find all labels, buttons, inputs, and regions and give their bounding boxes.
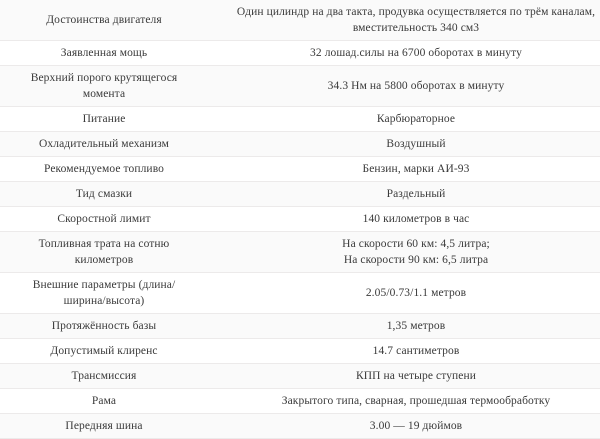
table-row: Внешние параметры (длина/ширина/высота) 2…: [0, 272, 600, 314]
spec-value-line: 140 километров в час: [362, 213, 470, 225]
table-row: Протяжённость базы 1,35 метров: [0, 313, 600, 339]
spec-label-line: ширина/высота): [63, 295, 145, 307]
table-row: Трансмиссия КПП на четыре ступени: [0, 363, 600, 389]
table-row: Охладительный механизм Воздушный: [0, 131, 600, 157]
spec-label-line: момента: [82, 88, 126, 100]
spec-value-cell: 140 километров в час: [208, 207, 600, 232]
spec-value-cell: Закрытого типа, сварная, прошедшая термо…: [208, 389, 600, 414]
spec-value-cell: КПП на четыре ступени: [208, 364, 600, 389]
spec-label-line: Питание: [82, 113, 126, 125]
spec-label-cell: Тид смазки: [0, 182, 208, 207]
spec-label-line: Топливная трата на сотню: [38, 238, 170, 250]
spec-value-cell: Воздушный: [208, 132, 600, 157]
spec-value-line: 3.00 — 19 дюймов: [369, 420, 463, 432]
spec-label-line: Верхний порого крутящегося: [30, 72, 178, 84]
spec-value-cell: 1,35 метров: [208, 314, 600, 339]
spec-value-line: 1,35 метров: [386, 320, 446, 332]
spec-value-cell: Карбюраторное: [208, 107, 600, 132]
spec-label-line: Допустимый клиренс: [50, 345, 158, 357]
spec-value-cell: Один цилиндр на два такта, продувка осущ…: [208, 0, 600, 41]
spec-value-cell: Раздельный: [208, 182, 600, 207]
spec-label-cell: Трансмиссия: [0, 364, 208, 389]
spec-value-line: Раздельный: [386, 188, 446, 200]
spec-value-cell: 14.7 сантиметров: [208, 339, 600, 364]
spec-label-line: Протяжённость базы: [51, 320, 157, 332]
spec-label-cell: Протяжённость базы: [0, 314, 208, 339]
spec-value-cell: Бензин, марки АИ-93: [208, 157, 600, 182]
spec-value-cell: 34.3 Нм на 5800 оборотах в минуту: [208, 66, 600, 107]
spec-value-cell: 3.00 — 19 дюймов: [208, 414, 600, 439]
spec-label-cell: Охладительный механизм: [0, 132, 208, 157]
spec-value-cell: 2.05/0.73/1.1 метров: [208, 273, 600, 314]
spec-value-line: 32 лошад.силы на 6700 оборотах в минуту: [310, 47, 522, 59]
spec-label-line: Внешние параметры (длина/: [32, 279, 176, 291]
spec-label-cell: Достоинства двигателя: [0, 0, 208, 41]
spec-label-line: Скоростной лимит: [57, 213, 151, 225]
spec-label-cell: Рекомендуемое топливо: [0, 157, 208, 182]
spec-label-line: Рекомендуемое топливо: [44, 163, 164, 175]
table-row: Тид смазки Раздельный: [0, 181, 600, 207]
spec-value-cell: На скорости 60 км: 4,5 литра; На скорости…: [208, 232, 600, 273]
table-row: Скоростной лимит 140 километров в час: [0, 206, 600, 232]
table-row: Передняя шина 3.00 — 19 дюймов: [0, 413, 600, 439]
spec-value-line: На скорости 60 км: 4,5 литра;: [342, 238, 490, 250]
spec-value-line: Один цилиндр на два такта, продувка осущ…: [236, 6, 596, 18]
spec-label-cell: Рама: [0, 389, 208, 414]
spec-label-cell: Допустимый клиренс: [0, 339, 208, 364]
spec-value-line: КПП на четыре ступени: [355, 370, 477, 382]
spec-value-line: На скорости 90 км: 6,5 литра: [343, 254, 489, 266]
spec-label-cell: Питание: [0, 107, 208, 132]
spec-label-line: Трансмиссия: [71, 370, 137, 382]
spec-label-cell: Скоростной лимит: [0, 207, 208, 232]
spec-value-line: Закрытого типа, сварная, прошедшая термо…: [281, 395, 551, 407]
spec-value-line: Воздушный: [386, 138, 446, 150]
spec-value-line: 14.7 сантиметров: [372, 345, 460, 357]
table-row: Питание Карбюраторное: [0, 106, 600, 132]
table-row: Достоинства двигателя Один цилиндр на два…: [0, 0, 600, 41]
spec-value-line: Бензин, марки АИ-93: [362, 163, 470, 175]
spec-label-cell: Внешние параметры (длина/ширина/высота): [0, 273, 208, 314]
spec-label-line: километров: [74, 254, 134, 266]
spec-label-cell: Топливная трата на сотню километров: [0, 232, 208, 273]
spec-label-line: Рама: [91, 395, 117, 407]
table-row: Рекомендуемое топливо Бензин, марки АИ-93: [0, 156, 600, 182]
spec-value-line: 2.05/0.73/1.1 метров: [365, 287, 467, 299]
table-row: Заявленная мощь 32 лошад.силы на 6700 обо…: [0, 40, 600, 66]
spec-label-cell: Передняя шина: [0, 414, 208, 439]
spec-label-cell: Верхний порого крутящегося момента: [0, 66, 208, 107]
table-row: Рама Закрытого типа, сварная, прошедшая т…: [0, 388, 600, 414]
spec-value-line: 34.3 Нм на 5800 оборотах в минуту: [327, 80, 505, 92]
spec-value-line: Карбюраторное: [376, 113, 456, 125]
spec-label-line: Передняя шина: [65, 420, 143, 432]
table-row: Топливная трата на сотню километров На ско…: [0, 231, 600, 273]
table-row: Допустимый клиренс 14.7 сантиметров: [0, 338, 600, 364]
spec-value-line: вместительность 340 см3: [352, 22, 480, 34]
spec-label-line: Охладительный механизм: [38, 138, 170, 150]
spec-label-line: Заявленная мощь: [60, 47, 148, 59]
spec-label-cell: Заявленная мощь: [0, 41, 208, 66]
spec-label-line: Достоинства двигателя: [46, 14, 162, 26]
table-row: Верхний порого крутящегося момента 34.3 Нм…: [0, 65, 600, 107]
spec-value-cell: 32 лошад.силы на 6700 оборотах в минуту: [208, 41, 600, 66]
spec-label-line: Тид смазки: [75, 188, 133, 200]
